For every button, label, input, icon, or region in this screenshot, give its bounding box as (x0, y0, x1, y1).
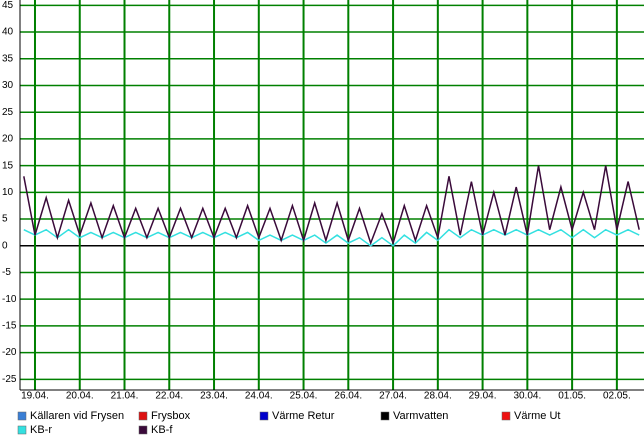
legend-label: Värme Ut (514, 410, 560, 422)
legend-swatch (501, 411, 511, 421)
x-tick-label: 20.04. (66, 391, 94, 402)
legend-swatch (17, 411, 27, 421)
y-tick-label: -5 (2, 267, 11, 278)
y-tick-label: 25 (2, 107, 14, 118)
x-tick-label: 26.04. (334, 391, 362, 402)
legend-label: Varmvatten (393, 410, 448, 422)
y-tick-label: -15 (2, 321, 17, 332)
x-tick-label: 02.05. (603, 391, 631, 402)
x-tick-label: 27.04. (379, 391, 407, 402)
y-tick-label: 20 (2, 134, 14, 145)
x-tick-label: 30.04. (513, 391, 541, 402)
legend-swatch (17, 425, 27, 435)
x-tick-label: 28.04. (424, 391, 452, 402)
y-tick-label: 15 (2, 160, 14, 171)
x-tick-label: 25.04. (290, 391, 318, 402)
y-tick-label: -20 (2, 347, 17, 358)
legend-label: KB-f (151, 424, 173, 436)
series-line (23, 228, 640, 247)
y-tick-label: 30 (2, 80, 14, 91)
y-tick-label: 45 (2, 0, 14, 11)
y-tick-label: -10 (2, 294, 17, 305)
legend-label: Frysbox (151, 410, 191, 422)
y-tick-label: 0 (2, 240, 8, 251)
x-tick-label: 23.04. (200, 391, 228, 402)
legend-label: Källaren vid Frysen (30, 410, 124, 422)
legend-label: Värme Retur (272, 410, 335, 422)
legend-swatch (380, 411, 390, 421)
legend-swatch (138, 411, 148, 421)
y-tick-label: 35 (2, 53, 14, 64)
x-tick-label: 01.05. (558, 391, 586, 402)
y-tick-label: 5 (2, 214, 8, 225)
x-tick-label: 21.04. (111, 391, 139, 402)
x-tick-label: 24.04. (245, 391, 273, 402)
y-tick-label: 40 (2, 27, 14, 38)
y-tick-label: -25 (2, 374, 17, 385)
legend-label: KB-r (30, 424, 52, 436)
legend-swatch (259, 411, 269, 421)
x-tick-label: 19.04. (21, 391, 49, 402)
x-tick-label: 22.04. (155, 391, 183, 402)
legend-swatch (138, 425, 148, 435)
series-line (23, 165, 640, 246)
y-tick-label: 10 (2, 187, 14, 198)
x-tick-label: 29.04. (469, 391, 497, 402)
